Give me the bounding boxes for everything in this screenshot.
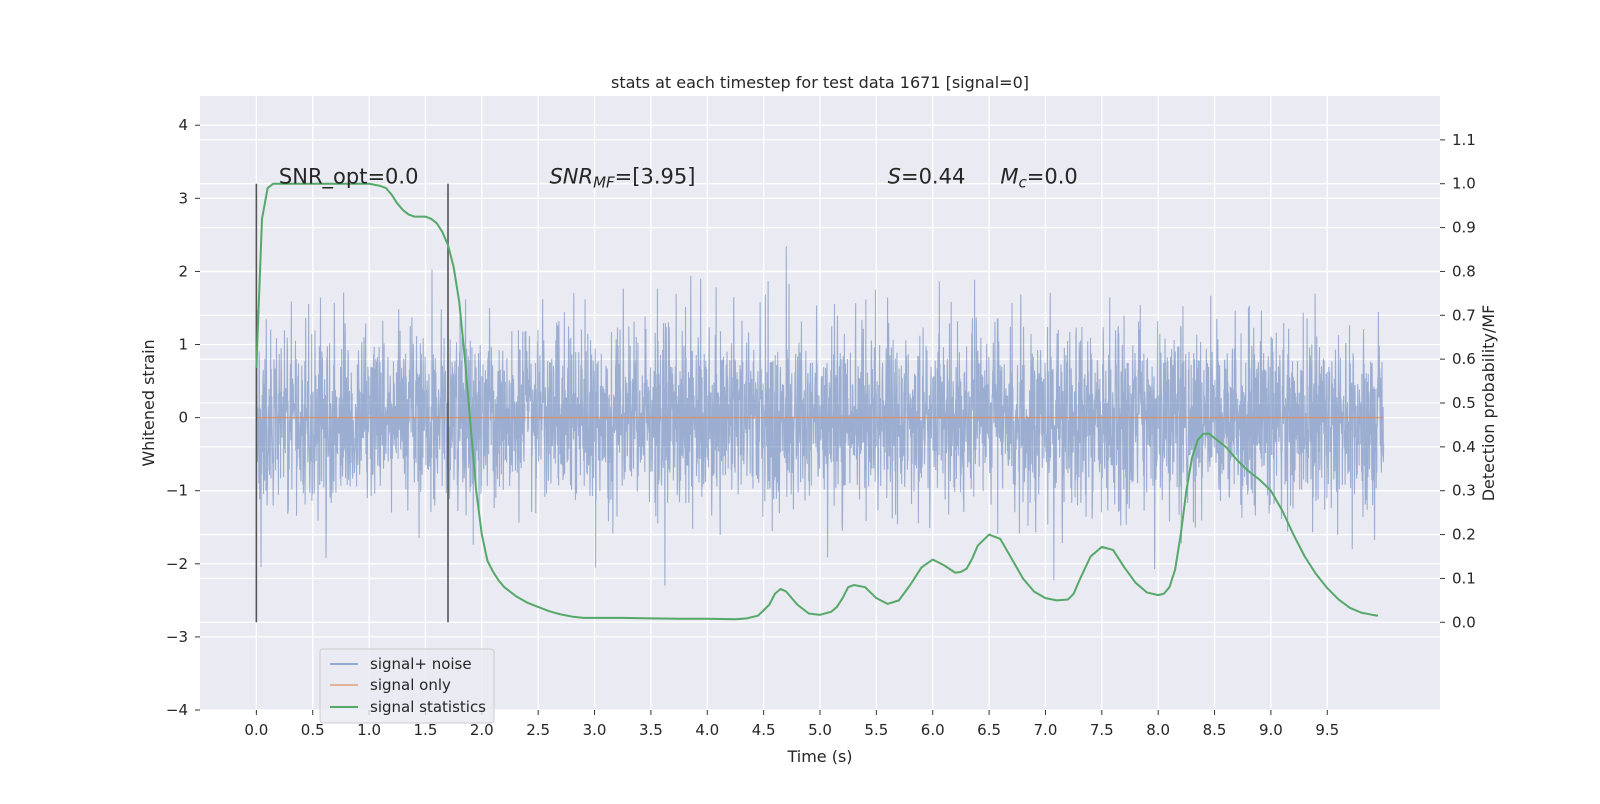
statistics-line bbox=[255, 182, 1379, 621]
x-tick-label-18: 9.0 bbox=[1259, 721, 1283, 739]
legend-frame bbox=[319, 648, 495, 724]
annotation-1: SNRMF=[3.95] bbox=[549, 165, 695, 192]
x-tick-label-6: 3.0 bbox=[583, 721, 607, 739]
y2-tick-label-7: 0.7 bbox=[1452, 306, 1476, 324]
x-tick-label-3: 1.5 bbox=[414, 721, 438, 739]
y-tick-label-4: 0 bbox=[178, 409, 188, 427]
x-tick-label-19: 9.5 bbox=[1315, 721, 1339, 739]
y2-tick-label-8: 0.8 bbox=[1452, 262, 1476, 280]
x-tick-label-13: 6.5 bbox=[977, 721, 1001, 739]
x-tick-label-8: 4.0 bbox=[695, 721, 719, 739]
legend: signal+ noise signal only signal statist… bbox=[319, 648, 495, 724]
y-tick-label-2: −2 bbox=[166, 555, 188, 573]
x-tick-label-7: 3.5 bbox=[639, 721, 663, 739]
y2-tick-label-0: 0.0 bbox=[1452, 613, 1476, 631]
annotations: SNR_opt=0.0 SNRMF=[3.95] S=0.44 Mc=0.0 bbox=[279, 165, 1078, 192]
vertical-markers bbox=[255, 183, 449, 623]
y2-axis-label: Detection probability/MF bbox=[1479, 305, 1498, 502]
y2-tick-label-10: 1.0 bbox=[1452, 175, 1476, 193]
y2-tick-label-6: 0.6 bbox=[1452, 350, 1476, 368]
x-tick-label-9: 4.5 bbox=[752, 721, 776, 739]
x-tick-label-4: 2.0 bbox=[470, 721, 494, 739]
y2-tick-label-5: 0.5 bbox=[1452, 394, 1476, 412]
annotation-0: SNR_opt=0.0 bbox=[279, 165, 419, 190]
y-tick-label-0: −4 bbox=[166, 701, 188, 719]
series-signal-noise bbox=[255, 246, 1385, 586]
y2-tick-label-4: 0.4 bbox=[1452, 438, 1476, 456]
legend-label-signal-statistics: signal statistics bbox=[370, 698, 486, 716]
y-axis-label: Whitened strain bbox=[139, 339, 158, 466]
x-tick-label-15: 7.5 bbox=[1090, 721, 1114, 739]
y2-tick-label-11: 1.1 bbox=[1452, 131, 1476, 149]
chart-title: stats at each timestep for test data 167… bbox=[611, 73, 1029, 92]
x-axis-ticks: 0.0 0.5 1.0 1.5 2.0 2.5 3.0 3.5 4.0 4.5 5.0 5.5 6.0 6… bbox=[244, 710, 1339, 739]
x-tick-label-17: 8.5 bbox=[1203, 721, 1227, 739]
y-tick-label-3: −1 bbox=[166, 482, 188, 500]
x-tick-label-11: 5.5 bbox=[864, 721, 888, 739]
y2-tick-label-1: 0.1 bbox=[1452, 569, 1476, 587]
y-tick-label-1: −3 bbox=[166, 628, 188, 646]
x-tick-label-16: 8.0 bbox=[1146, 721, 1170, 739]
annotation-2: S=0.44 bbox=[888, 165, 966, 189]
annotation-3: Mc=0.0 bbox=[1000, 165, 1077, 192]
y-tick-label-7: 3 bbox=[178, 189, 188, 207]
y-tick-label-5: 1 bbox=[178, 336, 188, 354]
x-tick-label-0: 0.0 bbox=[244, 721, 268, 739]
series-signal-statistics bbox=[255, 182, 1379, 621]
y-axis-ticks: −4 −3 −2 −1 0 1 2 3 4 bbox=[166, 116, 200, 719]
y2-tick-label-3: 0.3 bbox=[1452, 482, 1476, 500]
y2-tick-label-9: 0.9 bbox=[1452, 219, 1476, 237]
x-tick-label-2: 1.0 bbox=[357, 721, 381, 739]
x-tick-label-14: 7.0 bbox=[1034, 721, 1058, 739]
x-axis-label: Time (s) bbox=[786, 747, 852, 766]
x-tick-label-1: 0.5 bbox=[301, 721, 325, 739]
legend-label-signal-noise: signal+ noise bbox=[370, 655, 472, 673]
y-tick-label-8: 4 bbox=[178, 116, 188, 134]
y2-axis-ticks: 0.0 0.1 0.2 0.3 0.4 0.5 0.6 0.7 0.8 0.9 1.0 1.1 bbox=[1440, 131, 1476, 631]
y-tick-label-6: 2 bbox=[178, 262, 188, 280]
noise-trace bbox=[255, 246, 1385, 586]
x-tick-label-5: 2.5 bbox=[526, 721, 550, 739]
x-tick-label-12: 6.0 bbox=[921, 721, 945, 739]
legend-label-signal-only: signal only bbox=[370, 676, 451, 694]
y2-tick-label-2: 0.2 bbox=[1452, 526, 1476, 544]
x-tick-label-10: 5.0 bbox=[808, 721, 832, 739]
